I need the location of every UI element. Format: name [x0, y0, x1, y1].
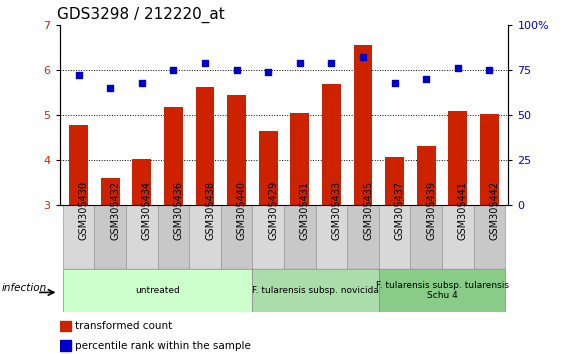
Text: GSM305432: GSM305432	[110, 181, 120, 240]
Text: infection: infection	[1, 283, 47, 293]
Point	[264, 69, 273, 75]
Bar	[126, 205, 157, 269]
Bar	[290, 113, 310, 205]
Text: GSM305440: GSM305440	[237, 181, 247, 240]
Bar	[284, 205, 316, 269]
Text: GSM305435: GSM305435	[363, 181, 373, 240]
Point	[421, 76, 431, 82]
Text: GSM305439: GSM305439	[426, 181, 436, 240]
Bar	[417, 146, 436, 205]
Bar	[316, 205, 347, 269]
Text: F. tularensis subsp. tularensis
Schu 4: F. tularensis subsp. tularensis Schu 4	[375, 281, 508, 300]
Point	[74, 73, 83, 78]
Bar	[353, 45, 373, 205]
Bar	[69, 125, 88, 205]
Point	[169, 67, 178, 73]
Bar	[60, 321, 71, 331]
Bar	[132, 159, 151, 205]
Bar	[195, 87, 215, 205]
Text: percentile rank within the sample: percentile rank within the sample	[76, 341, 251, 350]
Bar	[94, 205, 126, 269]
Bar	[60, 340, 71, 350]
Text: GSM305437: GSM305437	[395, 181, 404, 240]
Bar	[252, 269, 379, 312]
Bar	[63, 205, 94, 269]
Point	[327, 60, 336, 65]
Text: GSM305434: GSM305434	[142, 181, 152, 240]
Bar	[252, 205, 284, 269]
Bar	[480, 114, 499, 205]
Point	[106, 85, 115, 91]
Point	[295, 60, 304, 65]
Bar	[347, 205, 379, 269]
Bar	[379, 205, 411, 269]
Text: GSM305438: GSM305438	[205, 181, 215, 240]
Bar	[322, 84, 341, 205]
Point	[201, 60, 210, 65]
Point	[232, 67, 241, 73]
Point	[453, 65, 462, 71]
Bar	[157, 205, 189, 269]
Bar	[379, 269, 505, 312]
Bar	[448, 110, 467, 205]
Text: untreated: untreated	[135, 286, 180, 295]
Bar	[164, 107, 183, 205]
Bar	[442, 205, 474, 269]
Point	[485, 67, 494, 73]
Text: GSM305436: GSM305436	[173, 181, 183, 240]
Text: GSM305431: GSM305431	[300, 181, 310, 240]
Point	[137, 80, 147, 85]
Text: GSM305433: GSM305433	[331, 181, 341, 240]
Text: transformed count: transformed count	[76, 321, 173, 331]
Point	[390, 80, 399, 85]
Text: GSM305430: GSM305430	[78, 181, 89, 240]
Bar	[258, 131, 278, 205]
Bar	[474, 205, 505, 269]
Text: F. tularensis subsp. novicida: F. tularensis subsp. novicida	[252, 286, 379, 295]
Text: GDS3298 / 212220_at: GDS3298 / 212220_at	[57, 7, 225, 23]
Bar	[411, 205, 442, 269]
Bar	[227, 95, 246, 205]
Text: GSM305442: GSM305442	[490, 181, 499, 240]
Point	[358, 55, 367, 60]
Bar	[221, 205, 252, 269]
Bar	[385, 156, 404, 205]
Bar	[189, 205, 221, 269]
Bar	[63, 269, 252, 312]
Bar	[101, 178, 120, 205]
Text: GSM305429: GSM305429	[268, 181, 278, 240]
Text: GSM305441: GSM305441	[458, 181, 468, 240]
